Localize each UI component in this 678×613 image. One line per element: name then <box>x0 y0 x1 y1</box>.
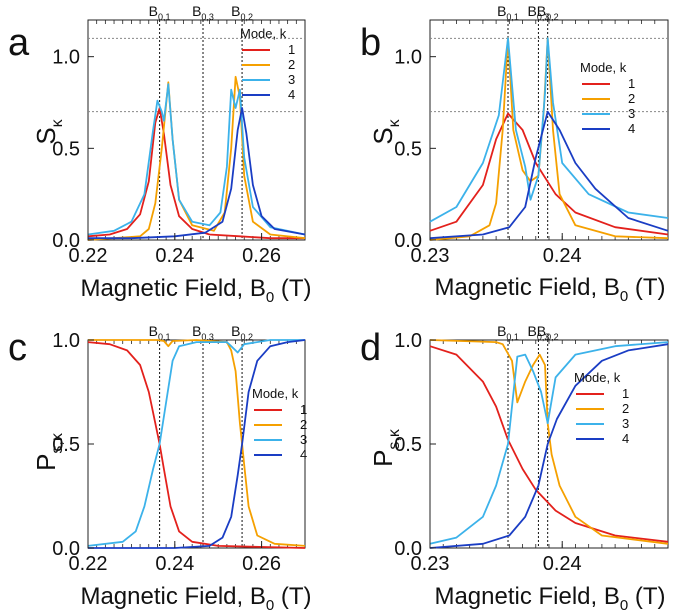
legend-title: Mode, k <box>252 386 299 401</box>
x-axis-label: Magnetic Field, B0 (T) <box>434 274 665 305</box>
series-line-mode-3 <box>87 339 305 547</box>
resonance-label: B0,2 <box>231 3 253 22</box>
legend-title: Mode, k <box>580 60 627 75</box>
legend-label-mode-3: 3 <box>288 72 295 87</box>
legend-label-mode-2: 2 <box>628 91 635 106</box>
legend-label-mode-3: 3 <box>300 432 307 447</box>
resonance-label: B0,1 <box>497 323 519 342</box>
series-line-mode-3 <box>429 37 669 223</box>
panel-letter: d <box>360 327 381 369</box>
resonance-label: B0,1 <box>497 3 519 22</box>
y-tick-label: 1.0 <box>394 330 422 352</box>
y-tick-label: 1.0 <box>52 330 80 352</box>
y-tick-label: 0.0 <box>52 538 80 560</box>
x-tick-label: 0.24 <box>155 245 194 267</box>
y-axis-label: Ps,κ <box>368 428 403 467</box>
legend-label-mode-1: 1 <box>628 76 635 91</box>
y-axis-label: Sκ <box>31 118 66 144</box>
plot-frame <box>87 19 306 241</box>
legend-label-mode-4: 4 <box>288 87 295 102</box>
legend-label-mode-4: 4 <box>300 447 307 462</box>
panel-a: a B0,1 B0,3 B0,2 0.22 0.24 0.26 0.0 0.5 1.0 Magnet… <box>8 3 312 306</box>
resonance-label: B0,3 <box>192 3 214 22</box>
series-line-mode-1 <box>429 345 669 543</box>
x-axis-label: Magnetic Field, B0 (T) <box>80 275 311 306</box>
x-tick-label: 0.24 <box>543 553 582 575</box>
legend-label-mode-4: 4 <box>622 431 629 446</box>
series-line-mode-4 <box>429 343 669 549</box>
y-tick-label: 1.0 <box>52 47 80 69</box>
series-line-mode-3 <box>87 83 306 236</box>
resonance-label: B0,1 <box>149 3 171 22</box>
series-line-mode-1 <box>429 112 669 236</box>
panel-c: c B0,1 B0,3 B0,2 0.22 0.24 0.26 0.0 0.5 1.0 Magnet… <box>8 323 312 613</box>
x-tick-label: 0.23 <box>411 245 450 267</box>
resonance-label: B0,2 <box>231 323 253 342</box>
x-tick-label: 0.22 <box>69 553 108 575</box>
series-line-mode-3 <box>429 341 669 545</box>
panel-d: d B0,1 B0,3B0,2 0.23 0.24 0.0 0.5 1.0 Magnetic F… <box>360 323 669 613</box>
y-tick-label: 0.5 <box>52 138 80 160</box>
legend-label-mode-2: 2 <box>622 401 629 416</box>
series-line-mode-1 <box>87 341 306 549</box>
y-tick-label: 0.5 <box>52 434 80 456</box>
x-tick-label: 0.26 <box>242 553 281 575</box>
y-tick-label: 0.0 <box>394 230 422 252</box>
resonance-label: B0,3 <box>192 323 214 342</box>
series-line-mode-4 <box>88 339 306 549</box>
resonance-label: B0,2 <box>537 3 559 22</box>
resonance-label: B0,3 <box>527 3 549 22</box>
x-tick-label: 0.22 <box>69 245 108 267</box>
x-tick-label: 0.24 <box>155 553 194 575</box>
resonance-label: B0,1 <box>149 323 171 342</box>
plot-frame <box>429 339 669 549</box>
y-tick-label: 1.0 <box>394 47 422 69</box>
series-line-mode-2 <box>87 75 306 241</box>
legend-label-mode-3: 3 <box>622 416 629 431</box>
plot-frame <box>87 339 306 549</box>
x-axis-label: Magnetic Field, B0 (T) <box>80 583 311 613</box>
legend-label-mode-2: 2 <box>288 57 295 72</box>
y-tick-label: 0.5 <box>394 434 422 456</box>
y-axis-label: Ps,κ <box>31 432 66 471</box>
series-line-mode-2 <box>88 339 306 547</box>
panel-letter: b <box>360 22 381 64</box>
legend-label-mode-1: 1 <box>622 386 629 401</box>
y-tick-label: 0.5 <box>394 138 422 160</box>
panel-letter: a <box>8 22 30 64</box>
y-tick-label: 0.0 <box>394 538 422 560</box>
legend-label-mode-1: 1 <box>300 402 307 417</box>
series-line-mode-4 <box>429 110 669 240</box>
panel-letter: c <box>8 327 27 369</box>
legend-label-mode-2: 2 <box>300 417 307 432</box>
panel-b: b B0,1 B0,3B0,2 0.23 0.24 0.0 0.5 1.0 Magnetic F… <box>360 3 669 305</box>
legend-label-mode-3: 3 <box>628 106 635 121</box>
legend-title: Mode, k <box>240 26 287 41</box>
y-tick-label: 0.0 <box>52 230 80 252</box>
series-line-mode-2 <box>429 339 669 545</box>
x-tick-label: 0.23 <box>411 553 450 575</box>
y-axis-label: Sκ <box>368 118 403 144</box>
x-tick-label: 0.24 <box>543 245 582 267</box>
series-line-mode-1 <box>87 107 305 240</box>
resonance-label: B0,3 <box>527 323 549 342</box>
resonance-label: B0,2 <box>537 323 559 342</box>
legend-title: Mode, k <box>574 370 621 385</box>
legend-label-mode-1: 1 <box>288 42 295 57</box>
x-axis-label: Magnetic Field, B0 (T) <box>434 583 665 613</box>
legend-label-mode-4: 4 <box>628 121 635 136</box>
series-line-mode-4 <box>88 107 306 240</box>
x-tick-label: 0.26 <box>242 245 281 267</box>
